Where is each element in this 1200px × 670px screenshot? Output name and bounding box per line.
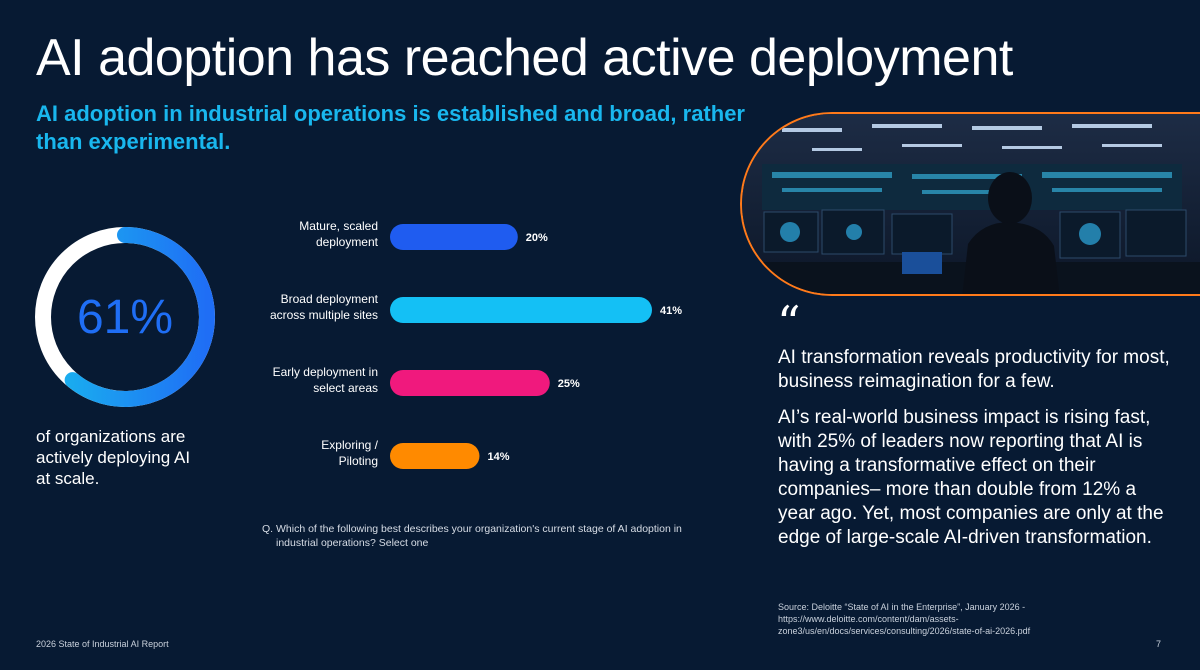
bar-value-label-3: 14% [487, 451, 509, 463]
bar-value-label-2: 25% [558, 378, 580, 390]
quote-body: AI’s real-world business impact is risin… [778, 407, 1164, 548]
quote-headline: AI transformation reveals productivity f… [778, 347, 1170, 392]
bar-label-0-1: deployment [316, 235, 379, 249]
page-number: 7 [1156, 639, 1162, 649]
bar-0 [390, 224, 518, 250]
bar-3 [390, 443, 480, 469]
kpi-value: 61% [76, 290, 174, 344]
question-prefix: Q. [262, 523, 274, 535]
footer-report-name: 2026 State of Industrial AI Report [36, 639, 169, 649]
bar-value-label-0: 20% [526, 232, 548, 244]
bar-label-1-0: Broad deployment [281, 292, 379, 306]
question-text: Which of the following best describes yo… [276, 523, 682, 549]
donut-fill [35, 227, 215, 407]
bar-label-3-0: Exploring / [321, 438, 378, 452]
kpi-donut: 61% [30, 222, 220, 412]
bar-1 [390, 297, 652, 323]
bar-label-3-1: Piloting [339, 454, 378, 468]
bar-label-0-0: Mature, scaled [299, 219, 378, 233]
adoption-bar-chart: Mature, scaled deployment 20% Broad deploym… [270, 219, 682, 469]
quote-mark-icon: “ [777, 296, 801, 350]
source-citation: Source: Deloitte “State of AI in the Ent… [778, 602, 1031, 636]
page-title: AI adoption has reached active deploymen… [36, 29, 1013, 87]
bar-value-label-1: 41% [660, 305, 682, 317]
survey-question: Q. Which of the following best describes… [262, 522, 702, 550]
donut-chart [35, 227, 215, 407]
bar-2 [390, 370, 550, 396]
bar-label-2-1: select areas [313, 381, 378, 395]
page-subtitle: AI adoption in industrial operations is … [36, 101, 745, 154]
kpi-caption: of organizations are actively deploying … [36, 427, 191, 488]
bar-label-2-0: Early deployment in [273, 365, 378, 379]
bar-label-1-1: across multiple sites [270, 308, 378, 322]
control-room-photo [740, 112, 1200, 296]
